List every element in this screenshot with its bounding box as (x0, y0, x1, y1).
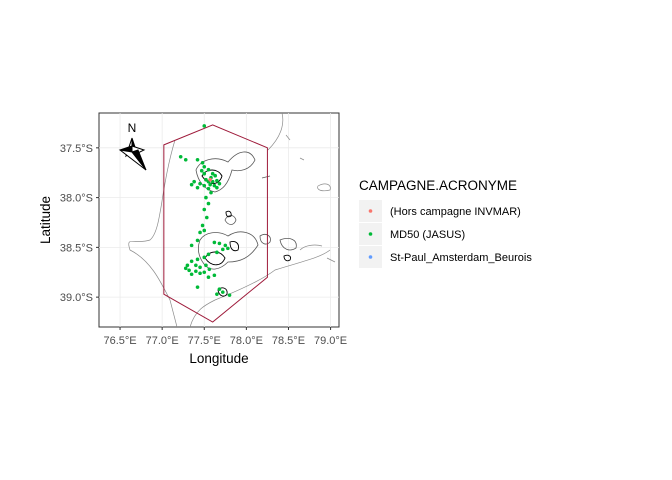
data-point (202, 255, 207, 260)
data-point (227, 293, 232, 297)
data-point (208, 177, 212, 182)
data-point (202, 164, 207, 169)
data-point (189, 182, 194, 187)
data-point (202, 171, 207, 176)
north-arrow-label: N (128, 121, 137, 135)
data-point (195, 157, 200, 162)
sample-points (178, 124, 232, 297)
data-point (223, 243, 228, 248)
data-point (204, 177, 208, 182)
data-point (204, 263, 208, 268)
data-point (183, 266, 188, 271)
legend: CAMPAGNE.ACRONYME (Hors campagne INVMAR)… (359, 178, 532, 268)
data-point (210, 179, 215, 184)
data-point (204, 215, 209, 220)
data-point (212, 183, 217, 188)
x-tick-label: 79.0°E (314, 335, 347, 347)
data-point (185, 263, 190, 268)
y-tick-label: 38.5°S (60, 242, 93, 254)
contour-inner (201, 169, 291, 297)
x-tick-label: 77.0°E (146, 335, 179, 347)
data-point (217, 241, 222, 246)
x-tick-label: 77.5°E (188, 335, 221, 347)
y-tick-label: 39.0°S (60, 292, 93, 304)
data-point (215, 292, 219, 296)
data-point (178, 154, 183, 159)
legend-label: MD50 (JASUS) (390, 229, 465, 241)
data-point (208, 182, 212, 187)
data-point (189, 243, 194, 248)
x-tick-label: 78.5°E (272, 335, 305, 347)
data-point (189, 259, 194, 264)
data-point (202, 183, 207, 188)
contour-outer (128, 113, 336, 327)
data-point (199, 168, 204, 173)
data-point (215, 250, 219, 255)
y-tick-label: 38.0°S (60, 193, 93, 205)
x-axis-title: Longitude (189, 351, 248, 366)
plot-panel (98, 112, 340, 328)
data-point (206, 252, 211, 257)
data-point (198, 271, 202, 276)
data-point (192, 179, 196, 184)
x-tick-label: 76.5°E (103, 335, 136, 347)
data-point (212, 273, 217, 278)
data-point (202, 124, 207, 128)
data-point (206, 186, 211, 191)
data-point (213, 173, 218, 178)
data-point (209, 190, 213, 195)
data-point (195, 185, 200, 190)
data-point (217, 181, 222, 186)
data-point (206, 201, 211, 206)
data-point (202, 270, 207, 275)
data-point (187, 268, 191, 273)
data-point (215, 178, 219, 183)
data-point (198, 265, 202, 270)
north-arrow-lower-right (131, 149, 147, 171)
bathymetry-contours (128, 113, 336, 327)
data-point (226, 246, 230, 251)
data-point (198, 230, 202, 235)
data-point (183, 157, 188, 162)
x-axis: 76.5°E 77.0°E 77.5°E 78.0°E 78.5°E 79.0°E (103, 327, 347, 347)
data-point (194, 269, 198, 274)
data-point (189, 272, 194, 277)
data-point (217, 287, 222, 291)
data-point (198, 181, 202, 186)
data-point (195, 238, 200, 243)
data-point (195, 257, 200, 262)
study-area-boundary (163, 124, 268, 323)
legend-title: CAMPAGNE.ACRONYME (359, 178, 517, 193)
y-tick-label: 37.5°S (60, 143, 93, 155)
data-point (206, 275, 211, 280)
north-arrow: N (118, 121, 147, 171)
legend-label: St-Paul_Amsterdam_Beurois (390, 252, 532, 264)
data-point (215, 185, 219, 190)
data-point (204, 195, 208, 200)
data-point (210, 171, 215, 176)
data-point (200, 223, 205, 228)
data-point (212, 240, 217, 245)
data-point (194, 263, 198, 268)
data-point (206, 167, 211, 172)
data-point (202, 207, 207, 212)
legend-swatch (368, 255, 373, 259)
data-point (220, 290, 225, 294)
data-point (202, 228, 207, 233)
x-tick-label: 78.0°E (230, 335, 263, 347)
legend-label: (Hors campagne INVMAR) (390, 206, 521, 218)
legend-swatch (368, 209, 373, 213)
data-point (207, 267, 212, 272)
y-axis: 37.5°S 38.0°S 38.5°S 39.0°S (60, 143, 99, 304)
data-point (220, 247, 225, 252)
data-point (200, 160, 205, 165)
y-axis-title: Latitude (38, 196, 53, 244)
data-point (195, 285, 200, 289)
legend-swatch (368, 232, 373, 236)
contour-mid (195, 151, 297, 270)
